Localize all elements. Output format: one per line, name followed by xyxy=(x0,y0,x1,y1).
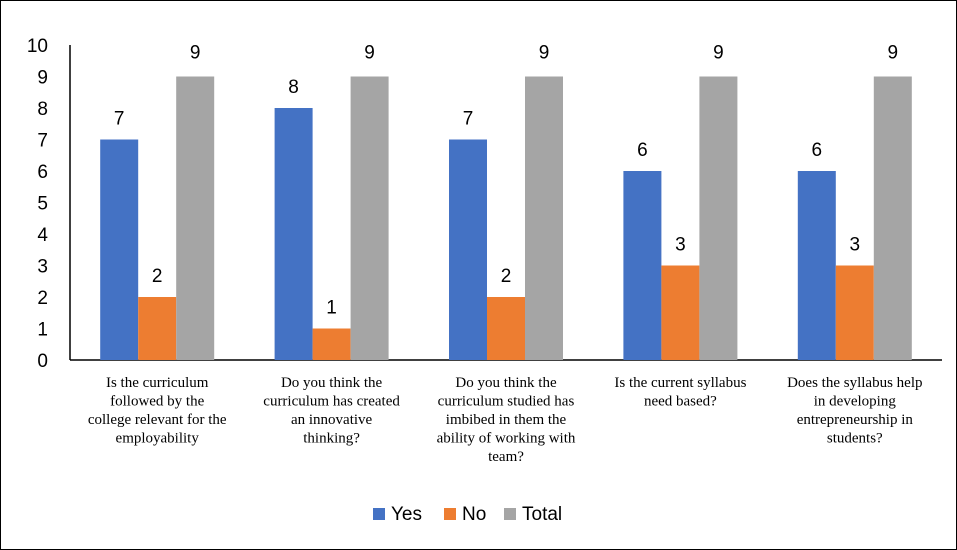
category-label: in developing xyxy=(814,394,897,410)
bar-no xyxy=(312,328,351,360)
y-tick-label: 7 xyxy=(37,131,48,152)
data-label: 9 xyxy=(539,43,550,64)
bar-total xyxy=(699,76,738,360)
category-label: thinking? xyxy=(303,431,360,447)
data-label: 7 xyxy=(114,109,125,130)
legend-swatch-total xyxy=(504,508,516,520)
category-label: an innovative xyxy=(291,412,373,428)
bar-total xyxy=(350,76,389,360)
category-label: ability of working with xyxy=(437,431,576,447)
category-label: followed by the xyxy=(110,394,204,410)
data-label-bg xyxy=(530,38,558,65)
bar-no xyxy=(661,265,700,360)
bar-yes xyxy=(449,139,487,360)
data-label-bg xyxy=(704,38,733,65)
data-label: 2 xyxy=(501,266,512,287)
bar-yes xyxy=(274,108,313,360)
y-tick-label: 10 xyxy=(27,36,48,57)
legend-swatch-no xyxy=(444,508,456,520)
bar-yes xyxy=(100,139,139,360)
y-tick-label: 5 xyxy=(37,194,48,215)
y-tick-label: 8 xyxy=(37,99,48,120)
category-label: imbibed in them the xyxy=(446,412,567,428)
data-label: 9 xyxy=(713,43,724,64)
bar-no xyxy=(835,265,874,360)
data-label: 8 xyxy=(288,77,299,98)
data-label: 2 xyxy=(152,266,163,287)
legend-label-no: No xyxy=(462,504,486,525)
bar-yes xyxy=(623,171,662,360)
data-label: 7 xyxy=(463,109,474,130)
data-label: 6 xyxy=(812,140,823,161)
data-label: 3 xyxy=(675,235,686,256)
data-label-bg xyxy=(355,38,384,65)
category-label: curriculum studied has xyxy=(438,394,575,410)
category-label: college relevant for the xyxy=(88,412,227,428)
category-label: employability xyxy=(116,431,200,447)
legend-swatch-yes xyxy=(373,508,385,520)
data-label: 1 xyxy=(326,298,337,319)
y-tick-label: 3 xyxy=(37,257,48,278)
legend-label-yes: Yes xyxy=(391,504,422,525)
category-label: Do you think the xyxy=(455,375,557,391)
data-label-bg xyxy=(878,38,907,65)
category-label: need based? xyxy=(644,394,717,410)
y-tick-label: 9 xyxy=(37,68,48,89)
category-label: curriculum has created xyxy=(263,394,400,410)
data-label: 9 xyxy=(888,43,899,64)
bar-total xyxy=(176,76,215,360)
y-tick-label: 4 xyxy=(37,225,48,246)
y-tick-label: 2 xyxy=(37,288,48,309)
category-label: students? xyxy=(827,431,883,447)
bar-total xyxy=(525,76,563,360)
data-label: 3 xyxy=(850,235,861,256)
data-label: 9 xyxy=(364,43,375,64)
category-label: Do you think the xyxy=(281,375,383,391)
data-label: 9 xyxy=(190,43,201,64)
data-label: 6 xyxy=(637,140,648,161)
category-label: Is the curriculum xyxy=(106,375,209,391)
bar-yes xyxy=(797,171,836,360)
category-label: Is the current syllabus xyxy=(614,375,746,391)
y-tick-label: 6 xyxy=(37,162,48,183)
y-tick-label: 1 xyxy=(37,320,48,341)
bar-no xyxy=(487,297,525,360)
legend-label-total: Total xyxy=(522,504,562,525)
category-label: entrepreneurship in xyxy=(797,412,914,428)
bar-total xyxy=(873,76,912,360)
y-tick-label: 0 xyxy=(37,351,48,372)
category-label: Does the syllabus help xyxy=(787,375,922,391)
category-label: team? xyxy=(488,449,524,465)
data-label-bg xyxy=(181,38,210,65)
bar-no xyxy=(138,297,177,360)
